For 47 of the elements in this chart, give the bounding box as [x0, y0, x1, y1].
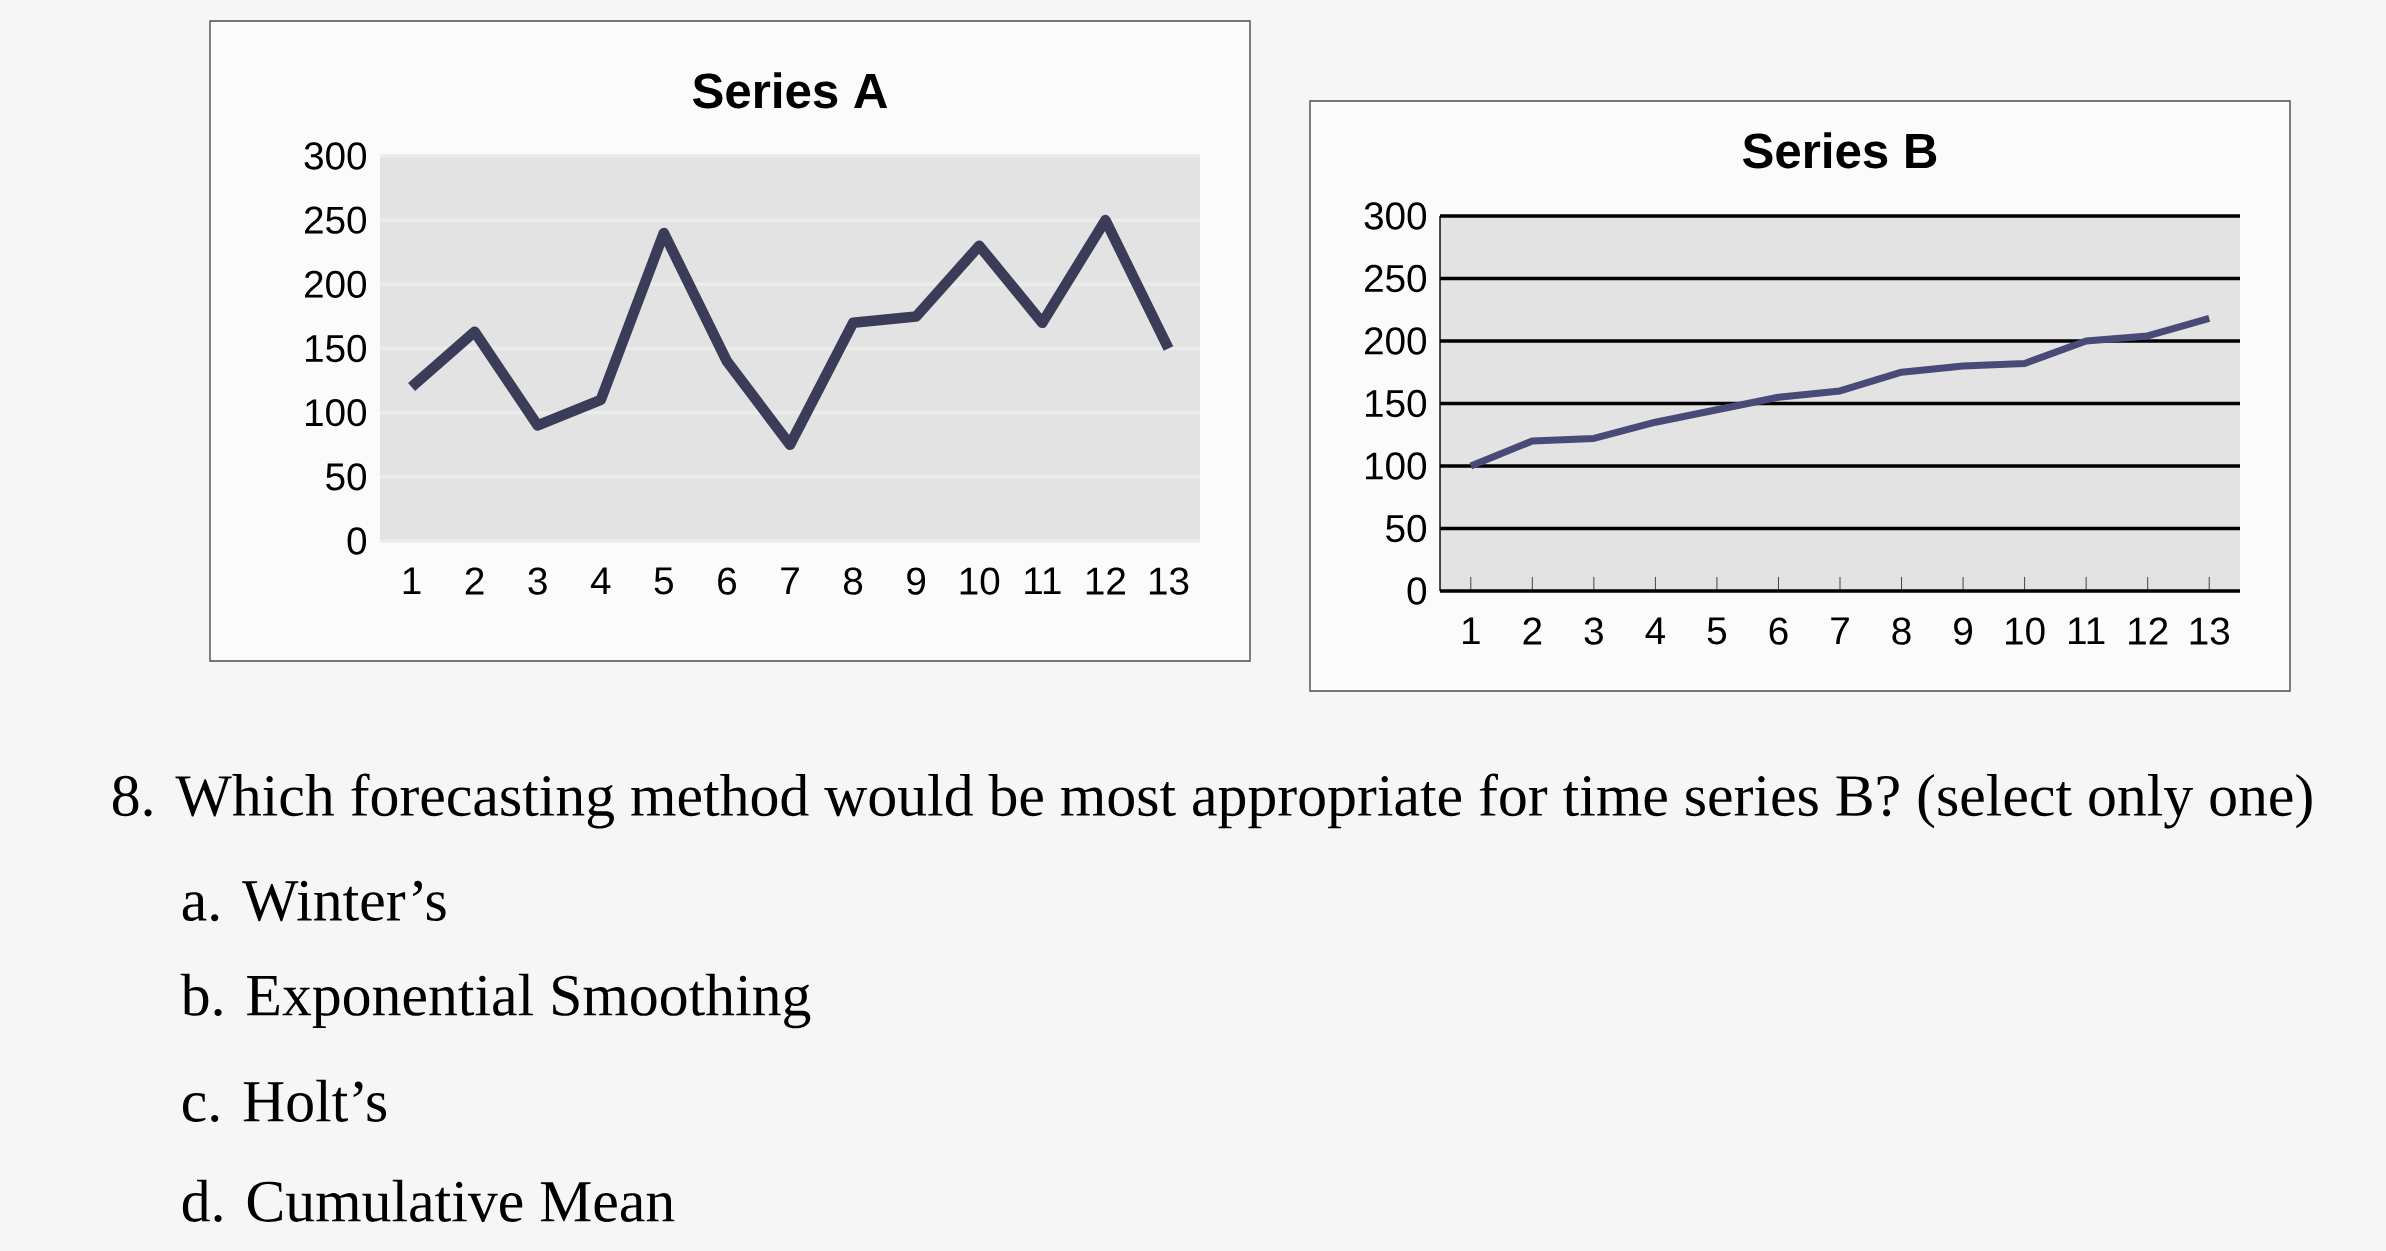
- y-tick-label: 100: [306, 399, 367, 427]
- x-tick-label: 7: [1831, 617, 1849, 645]
- x-tick-label: 6: [1769, 617, 1788, 645]
- y-tick-label: 0: [1407, 577, 1427, 605]
- y-tick-label: 50: [326, 463, 367, 491]
- x-tick-label: 10: [2006, 617, 2045, 645]
- text: c. Holt’s: [182, 1079, 387, 1123]
- x-tick-label: 9: [1954, 617, 1973, 645]
- y-tick-label: 50: [1386, 514, 1427, 543]
- x-tick-label: 2: [465, 567, 484, 595]
- x-tick-label: 8: [843, 567, 863, 595]
- x-tick-label: 9: [907, 567, 926, 595]
- x-tick-label: 5: [654, 567, 673, 595]
- x-tick-label: 4: [1645, 617, 1665, 645]
- x-tick-label: 13: [1149, 567, 1189, 595]
- x-tick-label: 5: [1707, 617, 1727, 645]
- x-tick-label: 2: [1523, 617, 1542, 645]
- y-tick-label: 0: [347, 527, 367, 555]
- chart-title: Series B: [1742, 132, 1937, 169]
- text: d. Cumulative Mean: [182, 1179, 675, 1223]
- y-tick-label: 300: [304, 142, 367, 170]
- x-tick-label: 1: [1462, 617, 1480, 645]
- text: b. Exponential Smoothing: [180, 973, 811, 1029]
- x-tick-label: 12: [2129, 617, 2168, 645]
- x-tick-label: 11: [1025, 567, 1061, 595]
- x-tick-label: 11: [2069, 617, 2105, 645]
- x-tick-label: 3: [1584, 617, 1603, 645]
- y-tick-label: 200: [305, 270, 367, 299]
- x-tick-label: 13: [2190, 617, 2230, 645]
- y-tick-label: 150: [1366, 389, 1427, 418]
- x-tick-label: 3: [528, 567, 547, 595]
- x-tick-label: 8: [1892, 617, 1911, 645]
- y-tick-label: 300: [1364, 202, 1427, 230]
- y-tick-label: 200: [1365, 327, 1427, 355]
- chart-title: Series A: [692, 72, 888, 109]
- x-tick-label: 7: [781, 567, 799, 595]
- text: 8. Which forecasting method would be most appropriate for time series B? (select only one): [112, 773, 2312, 829]
- x-tick-label: 6: [718, 567, 736, 595]
- y-tick-label: 150: [306, 334, 367, 363]
- x-tick-label: 1: [403, 567, 421, 595]
- x-tick-label: 4: [590, 567, 611, 595]
- x-tick-label: 12: [1086, 567, 1125, 595]
- text: a. Winter’s: [182, 880, 446, 922]
- y-tick-label: 250: [1365, 264, 1427, 293]
- y-tick-label: 100: [1366, 452, 1427, 480]
- x-tick-label: 10: [960, 567, 1000, 595]
- y-tick-label: 250: [305, 206, 367, 234]
